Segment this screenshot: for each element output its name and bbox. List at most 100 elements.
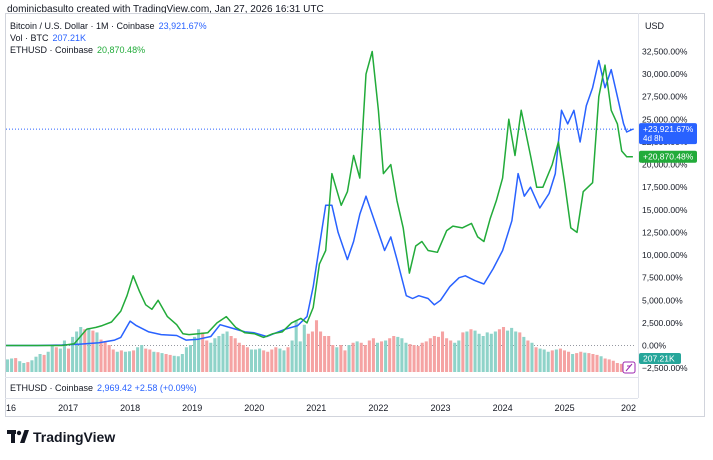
- volume-bar: [168, 354, 172, 372]
- purple-marker-glyph: [625, 363, 633, 372]
- eth-legend-value: 20,870.48%: [97, 45, 146, 55]
- volume-bar: [440, 331, 445, 372]
- volume-bar: [465, 331, 469, 372]
- volume-bar: [420, 342, 424, 372]
- volume-bar: [453, 342, 457, 372]
- volume-bar: [599, 356, 603, 372]
- volume-bar: [522, 336, 526, 372]
- volume-bar: [538, 348, 542, 372]
- vol-legend-value: 207.21K: [52, 33, 87, 43]
- vol-legend[interactable]: Vol · BTC 207.21K: [10, 33, 86, 43]
- eth-legend[interactable]: ETHUSD · Coinbase 20,870.48%: [10, 45, 145, 55]
- volume-bar: [270, 349, 274, 372]
- volume-bar: [445, 338, 449, 372]
- volume-bar: [546, 351, 550, 372]
- vol-legend-label: Vol · BTC: [10, 33, 49, 43]
- pane-divider[interactable]: [5, 377, 638, 378]
- volume-bar: [18, 361, 22, 372]
- volume-bar: [591, 354, 595, 372]
- volume-bar: [380, 341, 384, 372]
- volume-bar: [518, 332, 522, 372]
- x-tick-label: 2020: [244, 403, 264, 413]
- y-tick-label: 7,500.00%: [642, 273, 683, 283]
- volume-bar: [493, 331, 497, 372]
- volume-bar: [302, 324, 306, 372]
- volume-bar: [319, 331, 323, 372]
- volume-bar: [26, 362, 30, 372]
- tradingview-logo-text: TradingView: [33, 429, 116, 445]
- volume-bar: [554, 349, 558, 372]
- btc-price-tag-text: +23,921.67%: [643, 124, 694, 134]
- volume-bar: [205, 340, 209, 372]
- volume-bar: [213, 338, 217, 372]
- eth-legend-label: ETHUSD · Coinbase: [10, 45, 94, 55]
- volume-bar: [184, 347, 188, 372]
- y-tick-label: −2,500.00%: [642, 363, 688, 373]
- volume-bar: [22, 363, 26, 372]
- volume-bar: [87, 327, 91, 372]
- volume-bar: [542, 349, 546, 372]
- volume-bar: [278, 348, 282, 372]
- volume-bar: [140, 345, 144, 372]
- volume-bar: [473, 330, 477, 372]
- tradingview-logo[interactable]: TradingView: [7, 429, 115, 445]
- volume-bar: [575, 353, 579, 372]
- x-tick-label: 2019: [182, 403, 202, 413]
- volume-bar: [160, 353, 164, 372]
- volume-bar: [54, 347, 58, 372]
- volume-bar: [416, 345, 420, 372]
- eth-price-tag: [639, 150, 697, 163]
- volume-bar: [144, 348, 148, 372]
- volume-bar: [343, 350, 347, 372]
- eth-line: [6, 50, 633, 347]
- volume-bar: [221, 333, 225, 372]
- volume-bar: [571, 354, 575, 372]
- volume-bar: [412, 345, 416, 372]
- volume-bar: [327, 336, 331, 372]
- eth-subpane-legend[interactable]: ETHUSD · Coinbase 2,969.42 +2.58 (+0.09%): [10, 383, 197, 393]
- volume-bar: [489, 333, 493, 372]
- y-tick-label: 10,000.00%: [642, 250, 688, 260]
- volume-bar: [71, 336, 75, 372]
- volume-bar: [611, 360, 615, 372]
- volume-bar: [99, 339, 103, 372]
- volume-bar: [34, 356, 38, 372]
- volume-bar: [497, 329, 501, 372]
- volume-bar: [526, 340, 530, 372]
- volume-bar: [152, 351, 156, 372]
- eth-subpane-value: 2,969.42 +2.58 (+0.09%): [97, 383, 197, 393]
- x-tick-label: 16: [6, 403, 16, 413]
- volume-bar: [180, 354, 184, 372]
- x-tick-label: 202: [621, 403, 636, 413]
- btc-legend-value: 23,921.67%: [158, 21, 207, 31]
- volume-bar: [262, 350, 266, 372]
- currency-label[interactable]: USD: [645, 21, 665, 31]
- volume-bar: [237, 342, 241, 372]
- y-tick-label: 0.00%: [642, 341, 667, 351]
- eth-price-tag-text: +20,870.48%: [643, 152, 694, 162]
- btc-legend[interactable]: Bitcoin / U.S. Dollar · 1M · Coinbase 23,…: [10, 21, 207, 31]
- volume-bar: [14, 358, 18, 372]
- volume-bar: [339, 345, 343, 372]
- volume-bar: [176, 356, 180, 372]
- volume-bar: [62, 340, 66, 372]
- volume-bar: [615, 363, 619, 372]
- volume-bar: [514, 331, 518, 372]
- volume-bar: [245, 347, 249, 372]
- volume-bar: [375, 342, 380, 372]
- volume-bar: [188, 345, 193, 372]
- volume-bar: [432, 336, 436, 372]
- volume-bar: [469, 329, 473, 372]
- volume-bar: [298, 341, 302, 372]
- volume-bar: [388, 338, 392, 372]
- volume-bar: [371, 338, 375, 372]
- volume-bar: [396, 336, 400, 372]
- volume-bar: [400, 338, 404, 372]
- volume-bar: [477, 333, 481, 372]
- volume-bar: [225, 331, 229, 372]
- volume-bar: [331, 345, 335, 372]
- volume-bar: [510, 327, 514, 372]
- btc-legend-label: Bitcoin / U.S. Dollar · 1M · Coinbase: [10, 21, 155, 31]
- volume-bar: [550, 350, 554, 372]
